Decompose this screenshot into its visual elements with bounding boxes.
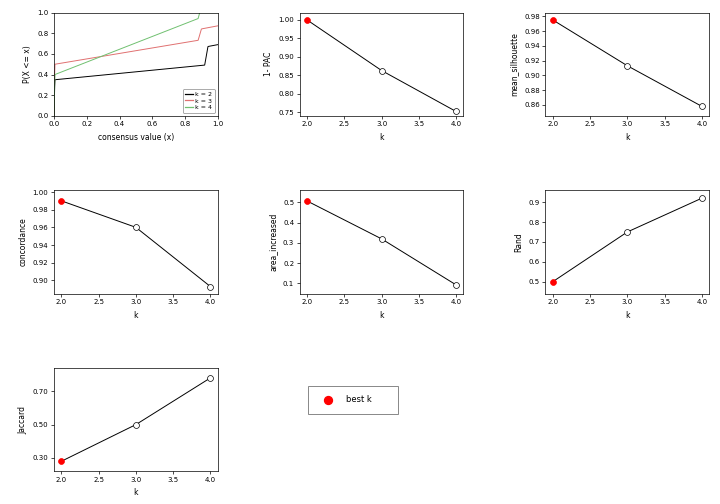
Point	[322, 396, 333, 404]
X-axis label: k: k	[379, 133, 384, 142]
Text: best k: best k	[346, 396, 372, 405]
Y-axis label: Rand: Rand	[514, 232, 523, 252]
Point	[450, 107, 462, 115]
X-axis label: consensus value (x): consensus value (x)	[98, 133, 174, 142]
Point	[130, 223, 142, 231]
Point	[696, 102, 708, 110]
Point	[302, 16, 313, 24]
X-axis label: k: k	[134, 488, 138, 497]
Point	[55, 197, 67, 205]
Point	[376, 235, 387, 243]
X-axis label: k: k	[379, 310, 384, 320]
Y-axis label: Jaccard: Jaccard	[18, 406, 27, 433]
Y-axis label: 1- PAC: 1- PAC	[264, 52, 273, 77]
Y-axis label: P(X <= x): P(X <= x)	[22, 45, 32, 83]
Point	[547, 16, 559, 24]
X-axis label: k: k	[625, 310, 629, 320]
Point	[547, 278, 559, 286]
Point	[302, 197, 313, 205]
Point	[696, 194, 708, 202]
Point	[204, 282, 216, 290]
Point	[204, 374, 216, 382]
Point	[376, 67, 387, 75]
Point	[621, 61, 633, 70]
Y-axis label: area_increased: area_increased	[269, 213, 277, 271]
Y-axis label: concordance: concordance	[18, 218, 27, 266]
Legend: k = 2, k = 3, k = 4: k = 2, k = 3, k = 4	[183, 89, 215, 113]
Point	[450, 281, 462, 289]
Y-axis label: mean_silhouette: mean_silhouette	[510, 32, 518, 96]
FancyBboxPatch shape	[308, 386, 398, 414]
X-axis label: k: k	[134, 310, 138, 320]
Point	[621, 228, 633, 236]
X-axis label: k: k	[625, 133, 629, 142]
Point	[130, 420, 142, 428]
Point	[55, 457, 67, 465]
